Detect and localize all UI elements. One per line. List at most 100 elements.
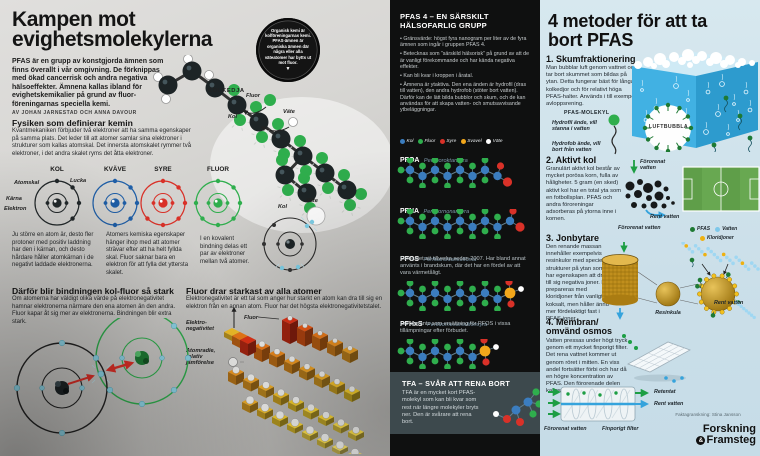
method2-fororenat-label: Förorenat vatten	[640, 159, 666, 171]
logo-line2: & Framsteg	[690, 434, 756, 447]
activated-carbon-illustration	[625, 160, 675, 219]
ion-legend-pfas: PFAS	[690, 226, 710, 232]
forskning-framsteg-logo: Forskning & Framsteg	[690, 424, 756, 447]
pfas4-heading: PFAS 4 – EN SÄRSKILT HÄLSOFARLIG GRUPP	[400, 12, 489, 31]
kol-label: Kol	[228, 114, 238, 120]
ion-legend-vatten: Vatten	[715, 226, 737, 232]
water-tank-illustration	[632, 49, 758, 152]
atomskal-label: Atomskal	[14, 180, 40, 186]
karna-label: Kärna	[6, 196, 22, 202]
kolkedja-label: KOLKEDJA	[208, 88, 245, 94]
legend-syre: Syre	[439, 139, 456, 144]
electronegativity-heading: Fluor drar starkast av alla atomer	[186, 286, 322, 296]
elektron-label: Elektron	[4, 206, 27, 212]
atom-diagram-kol	[34, 178, 82, 226]
pfhxs-title: PFHxS Perfluorhexansulfonsyra	[400, 321, 488, 328]
vate-label: Väte	[283, 109, 295, 115]
byline: AV JOHAN JARNESTAD OCH ANNA DAVOUR	[12, 110, 137, 116]
left-panel-chemistry: Kampen mot evighetsmolekylerna PFAS är e…	[0, 0, 390, 456]
method3-fororenat-label: Förorenat vatten	[618, 225, 661, 231]
legend-fluor: Fluor	[417, 139, 435, 144]
ion-legend-kloridjoner: Kloridjoner	[700, 235, 734, 241]
football-field-icon	[682, 166, 760, 212]
atom-name-fluor: FLUOR	[206, 166, 229, 173]
method2-rent-label: Rent vatten	[650, 214, 680, 220]
pfas4-bullet-list: Gränsvärde: högst fyra nanogram per lite…	[400, 36, 530, 116]
bullet-halsorisk: Betecknas som ”särskild hälsorisk” på gr…	[400, 51, 530, 70]
pfas-molecule-icon	[608, 114, 620, 155]
kol-dot-icon	[400, 139, 405, 144]
bullet-gransvarde: Gränsvärde: högst fyra nanogram per lite…	[400, 36, 530, 48]
tfa-heading: TFA – SVÅR ATT RENA BORT	[402, 379, 511, 388]
atom-diagram-syre	[140, 178, 188, 228]
legend-svavel: Svavel	[460, 139, 482, 144]
method4-fororenat-label: Förorenat vatten	[544, 426, 587, 432]
column-text-3: I en kovalent bindning delas ett par av …	[200, 236, 250, 265]
kloridjoner-dot-icon	[700, 235, 705, 241]
fact-check-credit: Faktagranskning: Stina Jansson	[675, 412, 741, 417]
legend-kol: Kol	[400, 139, 413, 144]
atomradie-label: Atomradie, relativ jämförelse	[186, 348, 216, 366]
page-title: Kampen mot evighetsmolekylerna	[12, 8, 213, 52]
fluor-label: Fluor	[246, 93, 260, 99]
covalent-bond-diagram	[262, 206, 326, 272]
physics-body: Kvantmekaniken förbjuder två elektroner …	[12, 128, 192, 157]
legend-vate: Väte	[486, 139, 503, 144]
vate-dot-icon	[486, 139, 492, 144]
bullet-ytaktiva: Ämnena är ytaktiva. Den ena änden är hyd…	[400, 82, 530, 113]
atom-name-kol: KOL	[50, 166, 64, 173]
ion-exchange-illustration	[601, 242, 760, 320]
atom-diagram-kvave	[92, 178, 140, 228]
hydrofil-label: Hydrofil ände, vill stanna i vatten	[552, 120, 597, 132]
method4-title: 4. Membran/ omvänd osmos	[546, 317, 613, 337]
intro-text: PFAS är en grupp av konstgjorda ämnen so…	[12, 58, 164, 108]
pfhxs-molecule	[397, 339, 499, 369]
resinkula-label: Resinkula	[655, 310, 681, 316]
carbon-chain-molecule-illustration	[153, 55, 390, 233]
bullet-kroppen: Kan bli kvar i kroppen i åratal.	[400, 73, 530, 79]
column-text-1: Ju större en atom är, desto fler protone…	[12, 232, 94, 269]
pfoa-molecule	[397, 158, 513, 188]
fluor-dot-icon	[417, 139, 423, 144]
callout-text: Organisk kemi är kolföreningarnas kemi. …	[264, 27, 312, 65]
pfas-dot-icon	[690, 226, 695, 232]
electronegativity-3d-chart	[224, 306, 364, 454]
reverse-osmosis-tube-illustration	[548, 386, 650, 422]
ion-legend-row1: PFAS Vatten	[690, 226, 737, 232]
covalent-vate-label: Väte	[306, 198, 318, 204]
ion-legend-row2: Kloridjoner	[700, 235, 734, 241]
finporigt-filter-label: Finporigt filter	[602, 426, 639, 432]
method1-body: Man bubblar luft genom vattnet och tar b…	[546, 65, 637, 107]
strong-bond-heading: Därför blir bindningen kol-fluor så star…	[12, 286, 174, 296]
method3-rent-label: Rent vatten	[714, 300, 744, 306]
lucka-label: Lucka	[70, 178, 87, 184]
method2-title: 2. Aktivt kol	[546, 155, 597, 165]
atom-name-kvave: KVÄVE	[103, 166, 127, 173]
fluor-block-label: Fluor	[244, 315, 258, 321]
membrane-filter-illustration	[622, 334, 691, 383]
method4-rent-label: Rent vatten	[654, 401, 684, 407]
pfhxs-note: Har använts som ersättning för PFOS i vi…	[400, 321, 511, 334]
method1-title: 1. Skumfraktionering	[546, 54, 636, 64]
svavel-dot-icon	[460, 139, 466, 144]
strong-bond-body: Om atomerna har väldigt olika värde på e…	[12, 296, 176, 325]
atom-name-syre: SYRE	[154, 166, 172, 173]
pfna-molecule	[397, 209, 525, 239]
physics-heading: Fysiken som definierar kemin	[12, 118, 133, 128]
logo-line1: Forskning	[702, 423, 756, 435]
tfa-molecule	[493, 388, 543, 426]
pfos-molecule	[397, 281, 524, 311]
pfas-molekyl-label: PFAS-MOLEKYL	[564, 110, 610, 116]
luftbubbla-label: LUFTBUBBLA	[648, 124, 689, 130]
tfa-body: TFA är en mycket kort PFAS-molekyl som k…	[402, 390, 479, 426]
atom-color-legend: Kol Fluor Syre Svavel Väte	[400, 139, 503, 144]
organic-chemistry-callout: Organisk kemi är kolföreningarnas kemi. …	[256, 18, 320, 82]
syre-dot-icon	[439, 139, 445, 144]
retentat-label: Retentat	[654, 389, 676, 395]
carbon-fluor-bond-diagram	[13, 318, 192, 437]
hydrofob-label: Hydrofob ände, vill bort från vatten	[552, 141, 601, 153]
method3-title: 3. Jonbytare	[546, 233, 600, 243]
pfos-note: Förbjudet att tillverka sedan 2007. Har …	[400, 256, 526, 276]
ampersand-icon: &	[696, 436, 706, 446]
